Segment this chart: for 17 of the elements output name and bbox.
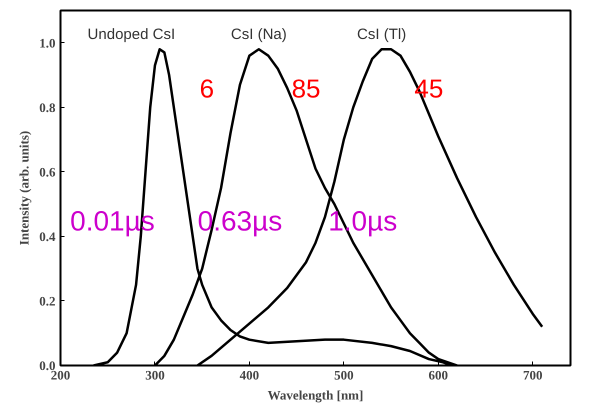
x-tick-label: 600 — [428, 368, 448, 382]
x-tick-label: 300 — [145, 368, 165, 382]
y-tick-label: 0.4 — [39, 228, 56, 244]
x-tick-label: 500 — [334, 368, 354, 382]
x-axis-title: Wavelength [nm] — [268, 388, 364, 402]
annotation: 85 — [292, 74, 321, 104]
legend-label: Undoped CsI — [88, 26, 176, 43]
y-axis-title: Intensity (arb. units) — [16, 130, 32, 246]
y-tick-label: 0.2 — [39, 293, 56, 308]
y-tick-label: 0.6 — [39, 164, 56, 180]
y-tick-label: 1.0 — [39, 35, 56, 50]
annotation: 6 — [200, 74, 214, 104]
series-label: CsI (Na) — [230, 26, 287, 43]
y-tick-label: 0.8 — [39, 100, 56, 115]
x-tick-label: 700 — [522, 368, 542, 382]
series-label: CsI (Tl) — [357, 26, 406, 43]
x-tick-label: 400 — [240, 368, 260, 382]
